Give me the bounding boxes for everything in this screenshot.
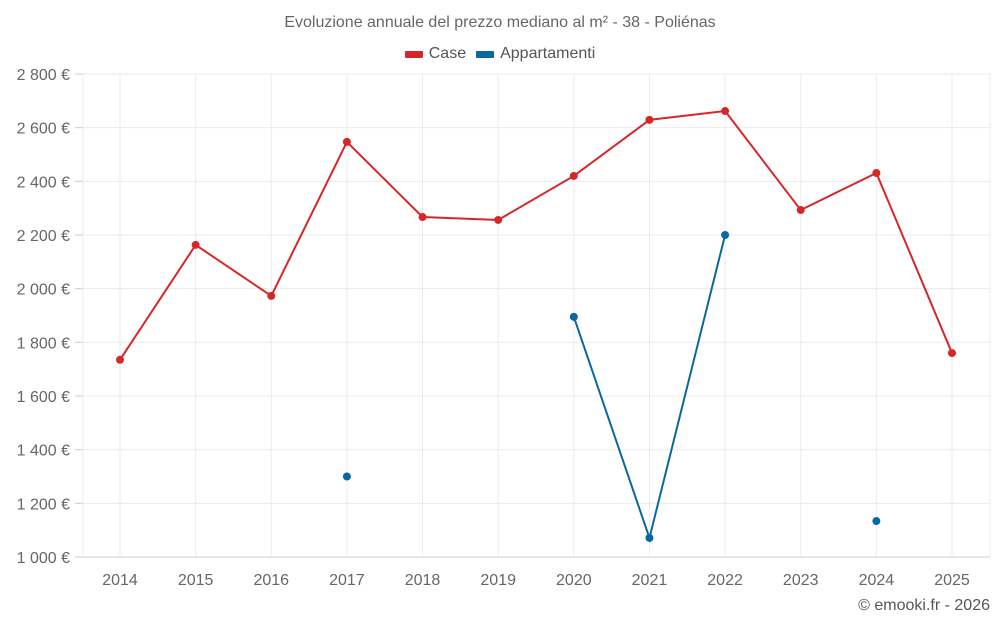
y-tick-label: 2 800 € [17,67,70,84]
series-appartamenti [342,231,881,542]
y-tick-label: 2 400 € [17,174,70,191]
data-point[interactable] [721,231,730,239]
x-tick-label: 2022 [707,572,743,589]
legend-label-appartamenti: Appartamenti [500,45,596,62]
data-point[interactable] [116,355,124,364]
x-tick-label: 2019 [480,572,516,589]
data-point[interactable] [191,240,200,249]
y-tick-label: 2 200 € [17,228,70,245]
x-tick-label: 2018 [405,572,441,589]
legend-item-appartamenti[interactable]: Appartamenti [476,45,595,63]
x-axis: 2014 2015 2016 2017 2018 2019 2020 2021 2022 2023… [102,572,970,589]
y-tick-label: 1 600 € [17,389,70,406]
series-line [119,109,953,361]
data-point[interactable] [267,291,276,300]
data-point[interactable] [645,115,654,124]
y-tick-label: 1 800 € [17,335,70,352]
x-tick-label: 2020 [556,572,592,589]
x-tick-label: 2015 [178,572,214,589]
x-tick-label: 2024 [859,572,895,589]
x-tick-label: 2021 [632,572,668,589]
x-tick-label: 2014 [102,572,138,589]
x-tick-label: 2016 [253,572,289,589]
chart-legend: Case Appartamenti [0,45,1000,63]
series-case [116,107,956,364]
credit-text: © emooki.fr - 2026 [858,597,990,614]
y-tick-label: 2 600 € [17,121,70,138]
grid-lines [75,73,991,558]
y-tick-label: 1 400 € [17,443,70,460]
y-tick-label: 2 000 € [17,282,70,299]
data-point[interactable] [569,171,578,180]
chart-title: Evoluzione annuale del prezzo mediano al… [284,14,716,31]
y-tick-label: 1 000 € [17,550,70,567]
data-point[interactable] [948,349,956,358]
data-point[interactable] [494,215,503,224]
x-tick-label: 2017 [329,572,365,589]
data-point[interactable] [342,137,351,146]
series-layer [116,107,956,542]
y-tick-label: 1 200 € [17,496,70,513]
data-point[interactable] [872,517,881,526]
data-point[interactable] [645,533,654,542]
legend-swatch-case [404,50,423,58]
x-tick-label: 2025 [934,572,970,589]
data-point[interactable] [342,472,351,481]
legend-item-case[interactable]: Case [404,45,467,63]
legend-swatch-appartamenti [476,50,495,58]
data-point[interactable] [872,169,881,178]
data-point[interactable] [721,107,730,116]
data-point[interactable] [569,312,578,321]
legend-label-case: Case [428,45,467,62]
x-tick-label: 2023 [783,572,819,589]
y-axis: 1 000 € 1 200 € 1 400 € 1 600 € 1 800 € 2 000… [17,67,70,567]
data-point[interactable] [418,213,427,222]
data-point[interactable] [796,206,805,215]
